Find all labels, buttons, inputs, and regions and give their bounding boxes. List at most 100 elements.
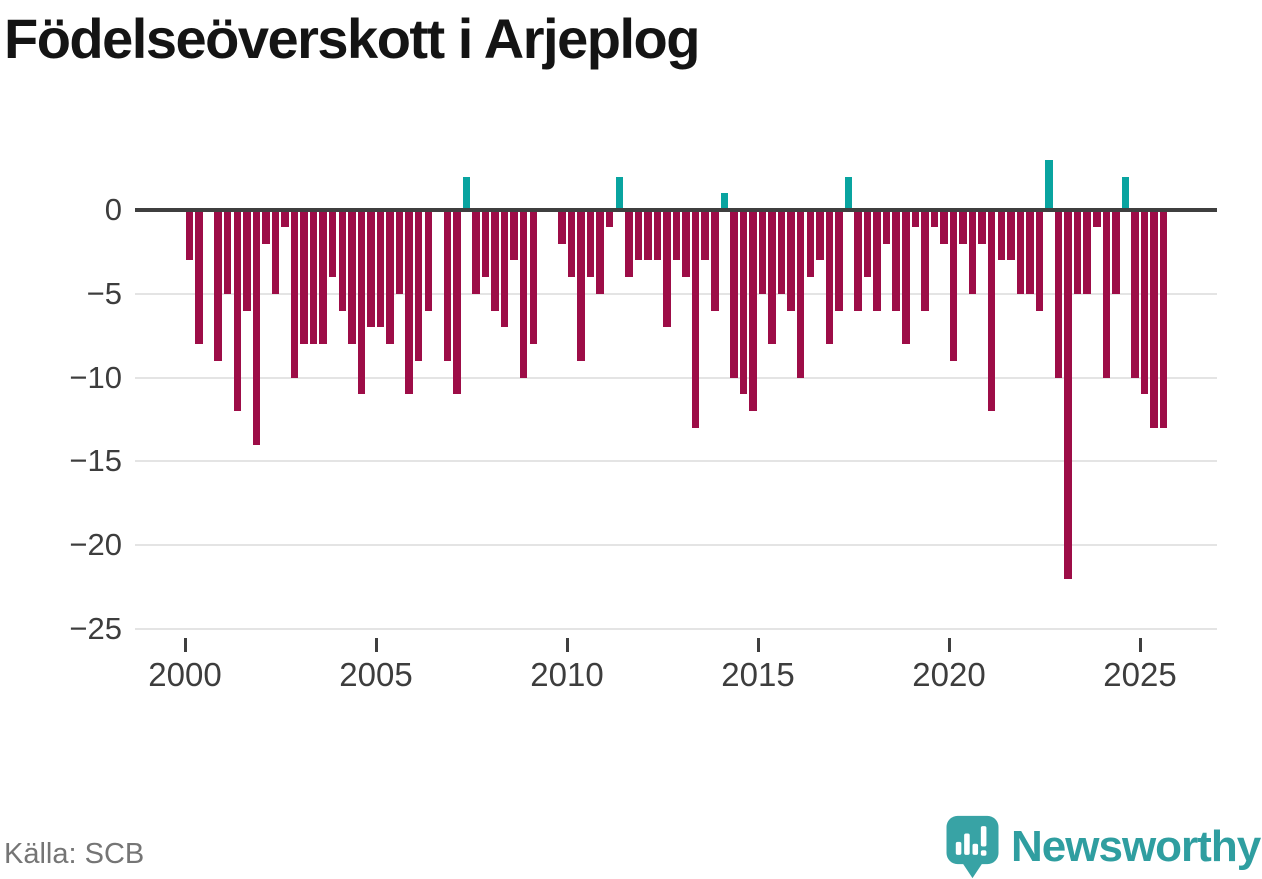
bar-2015-Q4 — [787, 212, 795, 311]
bar-2005-Q4 — [405, 212, 413, 395]
newsworthy-wordmark: Newsworthy — [1011, 821, 1261, 871]
bar-2016-Q4 — [825, 212, 834, 344]
bar-2021-Q2 — [997, 212, 1006, 261]
bar-2018-Q4 — [902, 212, 910, 344]
newsworthy-logo-icon — [946, 815, 999, 879]
bar-2013-Q4 — [711, 212, 719, 311]
bar-2005-Q1 — [376, 212, 385, 328]
bar-2021-Q4 — [1016, 212, 1025, 294]
x-tick-2005 — [375, 638, 378, 652]
bar-2013-Q2 — [691, 212, 700, 428]
bar-2014-Q2 — [730, 212, 738, 378]
bar-2001-Q4 — [252, 212, 261, 445]
bar-2024-Q3 — [1121, 176, 1130, 208]
bar-2007-Q1 — [453, 212, 461, 395]
bar-2011-Q4 — [634, 212, 643, 261]
bar-2016-Q2 — [806, 212, 815, 277]
x-axis-label-2025: 2025 — [1103, 656, 1177, 693]
y-axis-label--5: −5 — [86, 276, 122, 311]
bar-2025-Q2 — [1150, 212, 1158, 428]
bar-2016-Q1 — [796, 212, 805, 378]
x-tick-2020 — [948, 638, 951, 652]
bar-2013-Q1 — [682, 212, 690, 277]
bar-2000-Q4 — [214, 212, 222, 361]
bar-2025-Q3 — [1159, 212, 1168, 428]
bar-2022-Q1 — [1026, 212, 1034, 294]
bar-2019-Q4 — [940, 212, 948, 244]
bar-2004-Q4 — [367, 212, 375, 328]
y-axis-label--20: −20 — [69, 527, 122, 562]
x-tick-2000 — [184, 638, 187, 652]
y-axis-label--25: −25 — [69, 611, 122, 646]
bar-2023-Q4 — [1093, 212, 1101, 227]
x-axis-label-2020: 2020 — [912, 656, 986, 693]
bar-2005-Q3 — [395, 212, 404, 294]
bar-2002-Q3 — [281, 212, 289, 227]
bar-2012-Q2 — [653, 212, 662, 261]
bar-2012-Q3 — [663, 212, 671, 328]
bar-2007-Q4 — [481, 212, 490, 277]
bar-2006-Q4 — [443, 212, 452, 361]
chart-title: Födelseöverskott i Arjeplog — [4, 7, 700, 70]
bar-2009-Q1 — [529, 212, 538, 344]
bar-2000-Q2 — [195, 212, 203, 344]
y-axis-label--10: −10 — [69, 360, 122, 395]
bar-2017-Q3 — [854, 212, 862, 311]
bar-2000-Q1 — [185, 212, 194, 261]
bar-2006-Q1 — [414, 212, 423, 361]
bar-2024-Q4 — [1131, 212, 1139, 378]
bar-2020-Q1 — [949, 212, 958, 361]
bar-2001-Q2 — [233, 212, 242, 411]
bar-2020-Q4 — [978, 212, 986, 244]
x-axis-label-2015: 2015 — [721, 656, 795, 693]
bar-2009-Q4 — [558, 212, 566, 244]
bar-2001-Q1 — [223, 212, 232, 294]
bar-2006-Q2 — [424, 212, 433, 311]
bar-2001-Q3 — [243, 212, 251, 311]
bar-2004-Q3 — [357, 212, 366, 395]
x-axis-label-2005: 2005 — [339, 656, 413, 693]
bar-2008-Q4 — [519, 212, 528, 378]
bar-2023-Q3 — [1083, 212, 1091, 294]
bar-2002-Q2 — [271, 212, 280, 294]
newsworthy-brand: Newsworthy — [944, 814, 1262, 879]
bar-2021-Q3 — [1007, 212, 1015, 261]
x-tick-2015 — [757, 638, 760, 652]
gridline--20 — [135, 544, 1217, 546]
bar-2018-Q3 — [892, 212, 900, 311]
bar-2007-Q3 — [472, 212, 480, 294]
bar-2014-Q4 — [749, 212, 757, 411]
bar-2010-Q3 — [586, 212, 595, 277]
bar-2014-Q3 — [739, 212, 748, 395]
bar-2017-Q4 — [863, 212, 872, 277]
bar-2024-Q2 — [1112, 212, 1120, 294]
bar-2004-Q1 — [338, 212, 347, 311]
bar-2015-Q1 — [758, 212, 767, 294]
bar-2011-Q3 — [625, 212, 633, 277]
bar-2014-Q1 — [720, 193, 729, 208]
bar-2019-Q1 — [911, 212, 920, 227]
bar-2002-Q4 — [290, 212, 299, 378]
gridline--10 — [135, 377, 1217, 379]
bar-2005-Q2 — [386, 212, 394, 344]
bar-2012-Q4 — [672, 212, 681, 261]
y-axis-label--15: −15 — [69, 443, 122, 478]
bar-2019-Q2 — [921, 212, 929, 311]
bar-2011-Q1 — [605, 212, 614, 227]
bar-2020-Q2 — [959, 212, 967, 244]
bar-2010-Q1 — [567, 212, 576, 277]
bar-2018-Q1 — [873, 212, 881, 311]
bar-2008-Q1 — [491, 212, 499, 311]
bar-2019-Q3 — [930, 212, 939, 227]
y-axis-label-0: 0 — [104, 192, 122, 227]
gridline--5 — [135, 293, 1217, 295]
y-axis-labels: 0 −5 −10 −15 −20 −25 — [0, 0, 122, 700]
bar-2003-Q1 — [300, 212, 308, 344]
x-tick-2025 — [1139, 638, 1142, 652]
bar-2018-Q2 — [882, 212, 891, 244]
bar-2010-Q4 — [596, 212, 604, 294]
bar-2025-Q1 — [1140, 212, 1149, 395]
bar-2015-Q3 — [777, 212, 786, 294]
bar-2016-Q3 — [816, 212, 824, 261]
bar-2010-Q2 — [577, 212, 585, 361]
